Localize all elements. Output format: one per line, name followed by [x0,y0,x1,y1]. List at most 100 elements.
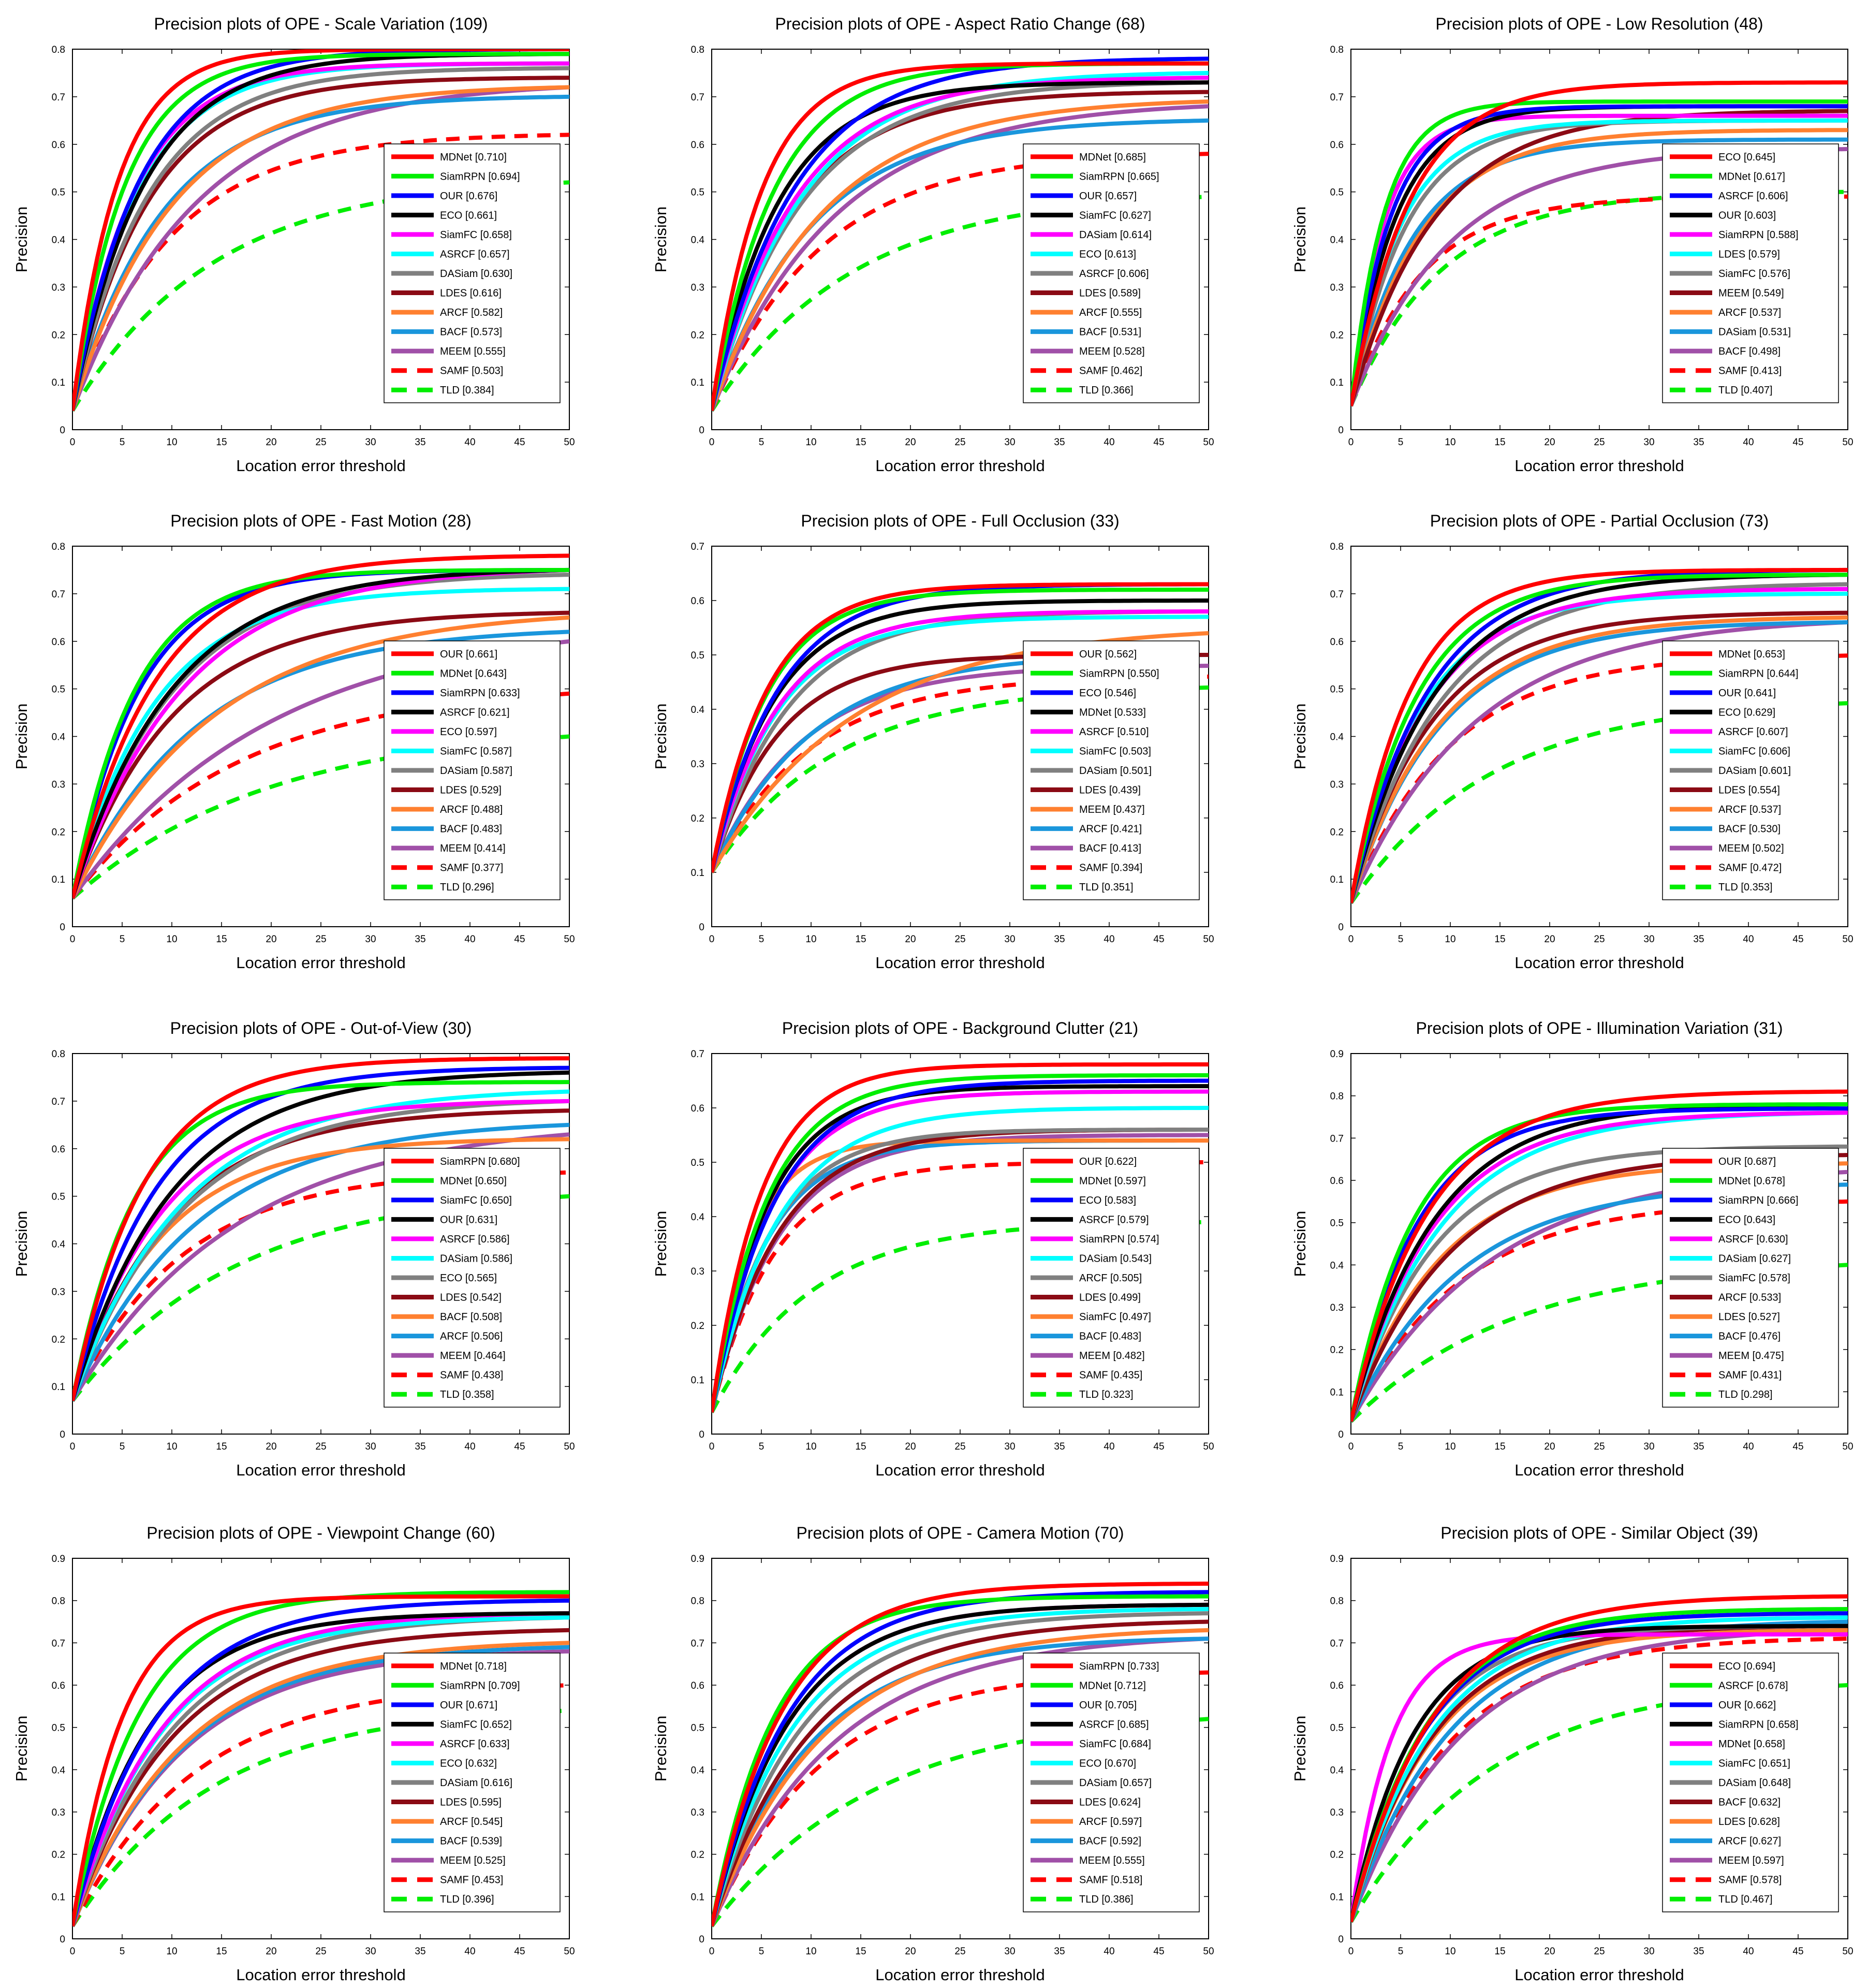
chart-title: Precision plots of OPE - Partial Occlusi… [1430,511,1769,530]
legend-entry: MEEM [0.597] [1718,1855,1784,1866]
x-tick-label: 25 [315,934,326,945]
x-tick-label: 25 [954,1441,965,1452]
y-axis-label: Precision [652,207,670,273]
legend-entry: DASiam [0.543] [1079,1253,1152,1264]
x-tick-label: 40 [1104,1441,1114,1452]
legend-entry: LDES [0.527] [1718,1311,1780,1323]
y-tick-label: 0.6 [52,637,65,648]
series-line-ldes [1351,118,1848,406]
series-line-our [72,553,569,899]
x-tick-label: 35 [1054,1441,1065,1452]
x-tick-label: 50 [564,1441,575,1452]
legend-entry: DASiam [0.501] [1079,765,1152,777]
x-tick-label: 15 [216,1946,227,1957]
y-tick-label: 0.6 [1330,637,1344,648]
y-tick-label: 0.5 [1330,1723,1344,1734]
y-tick-label: 0.5 [691,1723,704,1734]
legend-entry: ARCF [0.421] [1079,824,1142,835]
chart-title: Precision plots of OPE - Camera Motion (… [796,1524,1124,1542]
x-tick-label: 35 [1054,1946,1065,1957]
chart-panel: Precision plots of OPE - Viewpoint Chang… [12,1524,575,1984]
legend-entry: LDES [0.616] [440,288,502,299]
x-axis-label: Location error threshold [1514,1461,1684,1479]
legend-entry: DASiam [0.614] [1079,229,1152,241]
x-tick-label: 5 [1398,1946,1404,1957]
series-line-ldes [72,610,569,899]
legend-entry: LDES [0.439] [1079,785,1141,796]
series-line-ldes [1351,610,1848,904]
series-line-siamrpn [1351,113,1848,406]
series-line-our [712,1062,1209,1413]
y-tick-label: 0.2 [52,1334,65,1345]
series-line-dasiam [1351,137,1848,407]
x-tick-label: 35 [1054,934,1065,945]
y-tick-label: 0.1 [691,377,704,388]
x-tick-label: 30 [365,934,376,945]
x-tick-label: 10 [166,437,177,448]
series-line-asrcf [1351,1110,1848,1422]
series-line-dasiam [712,76,1209,412]
x-tick-label: 35 [1693,934,1704,945]
x-tick-label: 30 [365,1441,376,1452]
series-line-our [712,1590,1209,1927]
legend-entry: MEEM [0.502] [1718,843,1784,854]
x-tick-label: 5 [120,437,125,448]
y-tick-label: 0.7 [691,542,704,552]
y-tick-label: 0.9 [52,1554,65,1565]
y-axis-label: Precision [652,1716,670,1782]
x-tick-label: 20 [1544,934,1555,945]
y-tick-label: 0.6 [52,1144,65,1155]
legend-entry: SAMF [0.435] [1079,1370,1142,1381]
chart-panel: Precision plots of OPE - Similar Object … [1291,1524,1854,1984]
series-line-mdnet [1351,99,1848,406]
x-tick-label: 40 [464,934,475,945]
series-line-our [712,582,1209,873]
legend-entry: SAMF [0.578] [1718,1875,1782,1886]
x-tick-label: 5 [759,1946,764,1957]
legend-entry: ECO [0.661] [440,210,497,221]
legend-entry: LDES [0.624] [1079,1797,1141,1808]
x-tick-label: 0 [70,1441,76,1452]
legend-entry: SAMF [0.377] [440,863,503,874]
y-tick-label: 0.6 [52,140,65,151]
legend-entry: ECO [0.583] [1079,1195,1136,1206]
y-tick-label: 0.4 [1330,235,1344,246]
legend-entry: ECO [0.546] [1079,688,1136,699]
y-tick-label: 0.7 [1330,92,1344,103]
y-tick-label: 0.7 [52,1638,65,1649]
x-tick-label: 15 [855,437,866,448]
x-tick-label: 45 [1153,1441,1164,1452]
x-tick-label: 10 [166,934,177,945]
x-tick-label: 30 [1643,1441,1654,1452]
x-tick-label: 35 [415,934,425,945]
series-line-tld [1351,1683,1848,1923]
series-line-asrcf [1351,104,1848,406]
legend-entry: ASRCF [0.621] [440,707,510,718]
legend-entry: ECO [0.670] [1079,1758,1136,1769]
y-tick-label: 0.4 [691,1212,705,1223]
legend-entry: SiamRPN [0.550] [1079,668,1159,679]
y-tick-label: 0.6 [691,1680,704,1691]
series-line-tld [712,685,1209,874]
x-tick-label: 25 [954,1946,965,1957]
series-line-siamfc [712,615,1209,873]
legend-entry: DASiam [0.657] [1079,1777,1152,1789]
y-tick-label: 0.8 [691,45,704,55]
y-tick-label: 0.5 [52,1723,65,1734]
legend-entry: LDES [0.595] [440,1797,502,1808]
series-line-dasiam [72,66,569,412]
legend: OUR [0.622] MDNet [0.597] ECO [0.583] ASRCF… [1023,1148,1200,1408]
legend: OUR [0.661] MDNet [0.643] SiamRPN [0.633] A… [384,640,561,900]
legend-entry: OUR [0.662] [1718,1700,1776,1711]
x-tick-label: 40 [1743,934,1754,945]
series-line-bacf [72,630,569,899]
y-tick-label: 0.3 [1330,1303,1344,1313]
x-tick-label: 50 [564,934,575,945]
series-line-eco [1351,80,1848,406]
series-line-mdnet [712,1073,1209,1413]
y-tick-label: 0.5 [52,684,65,695]
y-axis-label: Precision [1291,1211,1309,1277]
legend-entry: SAMF [0.453] [440,1875,503,1886]
legend-entry: TLD [0.353] [1718,882,1773,893]
y-tick-label: 0.6 [1330,140,1344,151]
